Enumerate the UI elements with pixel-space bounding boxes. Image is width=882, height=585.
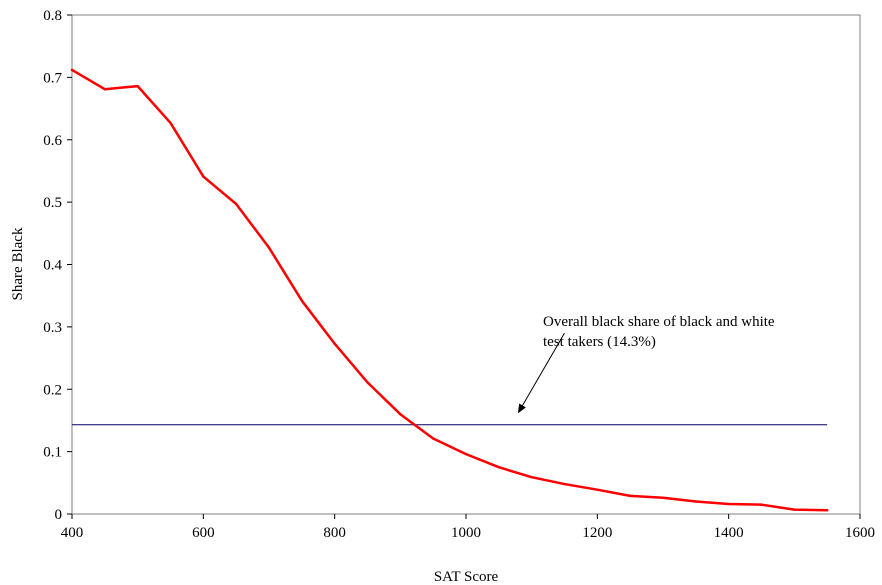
- series-line: [70, 68, 829, 512]
- plot-area: [71, 14, 861, 515]
- x-tick-label: 800: [323, 525, 346, 541]
- y-tick-label: 0.4: [43, 258, 62, 274]
- data-point: [464, 452, 468, 456]
- data-point: [300, 299, 304, 302]
- y-tick-label: 0.3: [43, 320, 62, 336]
- x-tick-label: 400: [61, 525, 84, 541]
- y-tick-label: 0: [55, 507, 63, 523]
- x-tick-label: 1200: [582, 525, 612, 541]
- data-point: [793, 508, 796, 511]
- data-point: [399, 413, 402, 416]
- data-point: [169, 121, 172, 125]
- data-point: [234, 202, 238, 206]
- data-point: [760, 503, 763, 506]
- y-tick-label: 0.2: [43, 382, 62, 398]
- data-point: [727, 502, 730, 506]
- data-point: [103, 88, 107, 91]
- x-tick-label: 1600: [845, 525, 875, 541]
- y-axis-ticks: 0 0.1 0.2 0.3 0.4 0.5 0.6 0.7 0.8: [43, 8, 72, 523]
- x-tick-label: 1400: [714, 525, 744, 541]
- y-axis-title: Share Black: [10, 227, 26, 300]
- annotation-line-2: test takers (14.3%): [543, 334, 656, 350]
- x-axis-ticks: 400 600 800 1000 1200 1400 1600: [61, 514, 875, 541]
- data-point: [825, 509, 829, 512]
- y-tick-label: 0.1: [43, 445, 62, 461]
- series-group: [70, 68, 829, 512]
- data-point: [267, 246, 271, 249]
- y-tick-label: 0.6: [43, 133, 62, 149]
- y-tick-label: 0.7: [43, 70, 62, 86]
- x-axis-title: SAT Score: [434, 569, 499, 585]
- annotation-arrow: [518, 332, 565, 414]
- data-point: [661, 496, 665, 499]
- data-point: [136, 84, 139, 88]
- data-point: [628, 494, 632, 498]
- x-tick-label: 1000: [451, 525, 481, 541]
- y-tick-label: 0.5: [43, 195, 62, 211]
- y-tick-label: 0.8: [43, 8, 62, 24]
- data-point: [366, 381, 369, 384]
- data-point: [202, 175, 205, 178]
- data-point: [333, 342, 336, 345]
- data-point: [497, 466, 501, 469]
- data-point: [596, 488, 599, 491]
- data-point: [431, 437, 435, 440]
- x-tick-label: 600: [192, 525, 215, 541]
- data-point: [530, 475, 533, 479]
- annotation-line-1: Overall black share of black and white: [543, 314, 775, 330]
- data-point: [694, 500, 698, 503]
- data-point: [563, 482, 566, 486]
- data-point: [70, 68, 74, 72]
